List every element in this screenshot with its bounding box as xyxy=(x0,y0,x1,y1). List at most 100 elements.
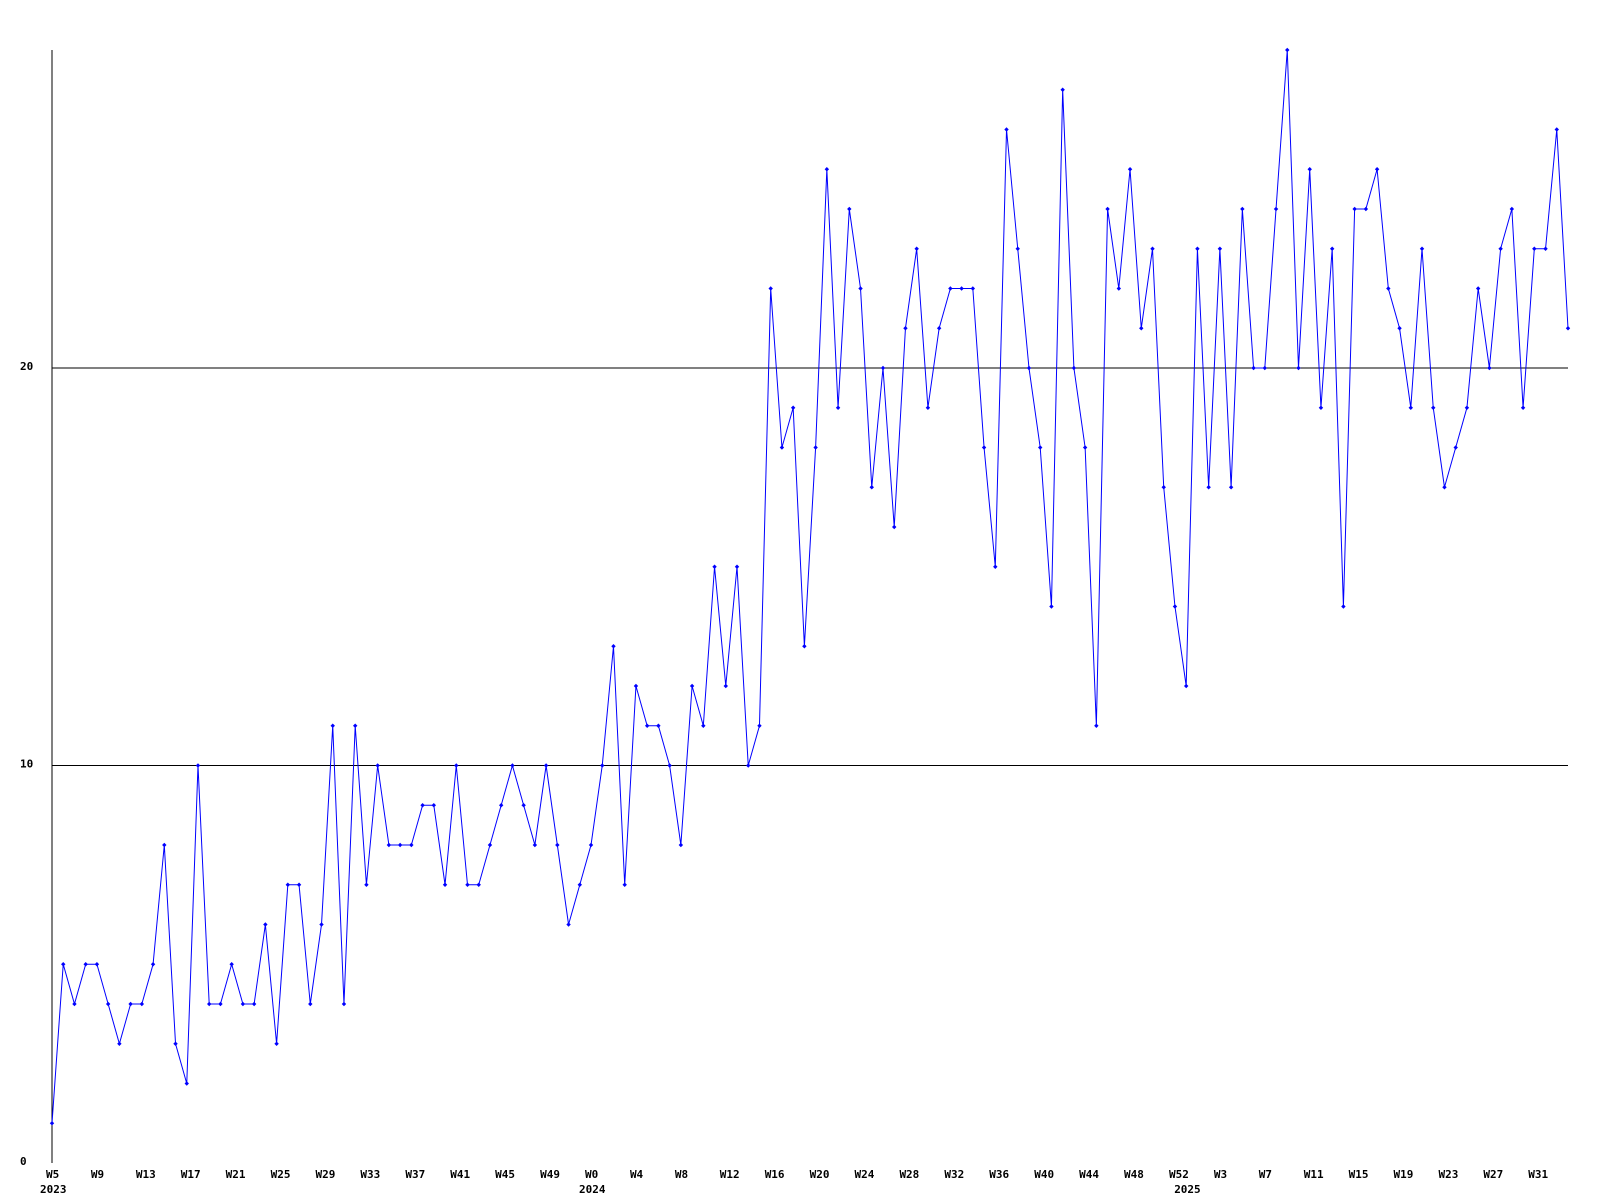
x-tick-label: W7 xyxy=(1259,1168,1272,1181)
data-point xyxy=(970,286,976,291)
x-tick-label: W17 xyxy=(181,1168,201,1181)
data-line xyxy=(51,49,1569,1124)
data-point xyxy=(128,1001,133,1007)
data-point xyxy=(319,922,324,927)
data-point xyxy=(667,763,672,768)
x-tick-label: W19 xyxy=(1394,1168,1414,1181)
data-point xyxy=(117,1041,122,1046)
data-point xyxy=(689,683,695,689)
data-point xyxy=(296,882,302,887)
data-point xyxy=(1060,87,1065,92)
data-point xyxy=(1094,723,1099,728)
data-point xyxy=(1262,365,1267,371)
data-point xyxy=(622,882,627,887)
data-point xyxy=(611,644,616,649)
x-tick-label: W31 xyxy=(1528,1168,1548,1181)
data-point xyxy=(1307,167,1312,172)
data-point xyxy=(61,962,66,967)
data-point xyxy=(1509,206,1515,212)
x-tick-label: W16 xyxy=(765,1168,785,1181)
x-tick-label: W21 xyxy=(226,1168,246,1181)
y-tick-label: 0 xyxy=(20,1155,27,1168)
data-point xyxy=(207,1001,212,1007)
data-point xyxy=(240,1001,246,1007)
data-point xyxy=(1004,127,1009,132)
data-point xyxy=(1082,445,1088,450)
data-point xyxy=(1554,127,1559,132)
data-point xyxy=(195,763,201,768)
x-tick-label: W41 xyxy=(450,1168,470,1181)
data-point xyxy=(1150,246,1155,251)
data-point xyxy=(386,842,392,848)
data-point xyxy=(892,524,897,530)
data-point xyxy=(644,723,650,728)
data-point xyxy=(1397,326,1402,331)
data-point xyxy=(543,763,549,768)
data-point xyxy=(162,842,167,848)
data-point xyxy=(824,167,830,172)
data-point xyxy=(1520,405,1526,410)
data-point xyxy=(880,365,886,371)
data-point xyxy=(1071,365,1077,371)
x-tick-label: W44 xyxy=(1079,1168,1099,1181)
data-point xyxy=(442,882,448,887)
data-point xyxy=(150,962,156,967)
data-point xyxy=(1217,246,1223,251)
data-point xyxy=(1139,326,1144,331)
data-point xyxy=(420,803,425,808)
x-tick-label: W24 xyxy=(855,1168,875,1181)
data-point xyxy=(813,445,818,450)
data-point xyxy=(1105,206,1110,212)
data-point xyxy=(555,842,560,848)
data-point xyxy=(1273,206,1279,212)
data-point xyxy=(678,842,684,848)
data-point xyxy=(577,882,582,887)
data-point xyxy=(869,485,874,490)
data-point xyxy=(105,1001,111,1007)
data-point xyxy=(465,882,470,887)
data-point xyxy=(1318,405,1324,410)
data-point xyxy=(1296,365,1301,371)
data-point xyxy=(375,763,380,768)
data-point xyxy=(353,723,358,728)
data-point xyxy=(1116,286,1122,291)
data-point xyxy=(1431,405,1436,410)
x-tick-label: W4 xyxy=(630,1168,644,1181)
data-point xyxy=(847,206,852,212)
data-point xyxy=(936,326,942,331)
data-point xyxy=(1363,206,1369,212)
data-point xyxy=(1195,246,1200,251)
data-point xyxy=(1453,445,1458,450)
data-point xyxy=(981,445,987,450)
x-tick-label: W33 xyxy=(360,1168,380,1181)
data-point xyxy=(1127,167,1133,172)
x-tick-label: W45 xyxy=(495,1168,515,1181)
data-point xyxy=(588,842,594,848)
data-point xyxy=(1206,485,1211,490)
data-point xyxy=(83,962,88,967)
data-point xyxy=(498,803,504,808)
data-point xyxy=(723,683,728,689)
data-point xyxy=(790,405,796,410)
y-tick-label: 10 xyxy=(20,758,33,771)
x-tick-label: W11 xyxy=(1304,1168,1324,1181)
x-tick-label: W32 xyxy=(944,1168,964,1181)
data-point xyxy=(1172,604,1178,609)
data-point xyxy=(274,1041,279,1046)
x-tick-label: W37 xyxy=(405,1168,425,1181)
x-tick-label: W23 xyxy=(1438,1168,1458,1181)
data-point xyxy=(1183,683,1189,689)
data-point xyxy=(1374,167,1380,172)
data-point xyxy=(1015,246,1020,251)
x-tick-label: W8 xyxy=(675,1168,688,1181)
data-point xyxy=(712,564,717,569)
data-point xyxy=(656,723,661,728)
data-point xyxy=(173,1041,178,1046)
data-point xyxy=(1419,246,1425,251)
data-point xyxy=(566,922,571,927)
data-point xyxy=(768,286,773,291)
data-point xyxy=(308,1001,313,1007)
x-tick-label: W27 xyxy=(1483,1168,1503,1181)
